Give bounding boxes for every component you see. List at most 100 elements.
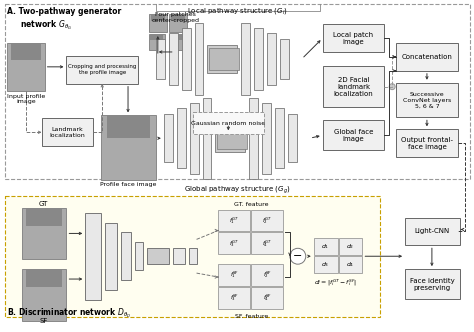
Bar <box>323 24 384 52</box>
Text: $d_2$: $d_2$ <box>346 242 355 251</box>
Bar <box>22 269 66 321</box>
Bar <box>254 28 263 90</box>
Bar <box>169 34 185 50</box>
Text: A. Two-pathway generator
     network $G_{\theta_G}$: A. Two-pathway generator network $G_{\th… <box>7 7 121 32</box>
Text: Global face
image: Global face image <box>334 129 373 142</box>
Bar <box>169 33 178 85</box>
Bar <box>396 129 458 157</box>
Text: Face identity
preserving: Face identity preserving <box>410 278 455 290</box>
Bar <box>338 238 363 255</box>
Bar <box>219 209 250 231</box>
Text: $f_1^{SF}$: $f_1^{SF}$ <box>230 270 239 281</box>
Text: −: − <box>293 251 302 261</box>
Bar <box>338 256 363 273</box>
Text: $d_3$: $d_3$ <box>321 260 330 269</box>
Text: Successive
ConvNet layers
5, 6 & 7: Successive ConvNet layers 5, 6 & 7 <box>403 92 451 108</box>
Bar <box>177 109 186 168</box>
Text: Local pathway structure $(G_l)$: Local pathway structure $(G_l)$ <box>187 6 288 16</box>
Bar <box>262 103 271 174</box>
Bar <box>208 45 237 73</box>
Bar <box>7 43 45 91</box>
Bar <box>107 116 150 138</box>
Bar <box>156 39 165 79</box>
Text: $d_4$: $d_4$ <box>346 260 355 269</box>
Bar <box>22 208 66 259</box>
Bar <box>5 196 380 317</box>
Text: Light-CNN: Light-CNN <box>415 228 450 234</box>
Bar <box>182 28 191 90</box>
Bar <box>171 14 185 21</box>
Bar <box>66 56 138 84</box>
Text: Input profile
image: Input profile image <box>7 94 45 104</box>
Bar <box>10 43 41 60</box>
Text: Global pathway structure $(G_g)$: Global pathway structure $(G_g)$ <box>184 185 291 196</box>
Bar <box>405 269 460 299</box>
Bar <box>150 34 163 40</box>
Bar <box>396 43 458 71</box>
Text: Local patch
image: Local patch image <box>333 32 374 44</box>
Bar <box>194 23 203 95</box>
Text: SF: SF <box>39 318 48 324</box>
Text: Cropping and processing
the profile image: Cropping and processing the profile imag… <box>68 64 137 75</box>
Bar <box>251 287 283 309</box>
Bar <box>215 124 245 152</box>
Bar <box>219 264 250 286</box>
Text: Four patches
center-cropped: Four patches center-cropped <box>152 12 200 23</box>
Bar <box>251 209 283 231</box>
Text: GT. feature: GT. feature <box>234 202 268 207</box>
Bar <box>314 256 337 273</box>
Bar <box>202 98 211 179</box>
Bar <box>149 14 167 32</box>
Bar <box>314 238 337 255</box>
Text: $f_3^{GT}$: $f_3^{GT}$ <box>229 238 239 249</box>
Text: $f_2^{SF}$: $f_2^{SF}$ <box>263 270 272 281</box>
Bar <box>173 248 185 264</box>
Circle shape <box>389 84 395 90</box>
Bar <box>135 242 143 270</box>
Bar <box>5 4 470 179</box>
Bar <box>218 127 247 149</box>
Text: Gaussian random noise: Gaussian random noise <box>191 121 265 126</box>
Bar <box>151 14 165 21</box>
Bar <box>147 248 169 264</box>
Text: $f_3^{SF}$: $f_3^{SF}$ <box>230 292 239 303</box>
Bar <box>105 222 117 290</box>
Bar <box>396 83 458 118</box>
Circle shape <box>290 248 306 264</box>
Bar <box>251 232 283 254</box>
Bar <box>121 232 131 280</box>
Text: $f_2^{GT}$: $f_2^{GT}$ <box>262 215 272 226</box>
Text: Profile face image: Profile face image <box>100 182 156 187</box>
Text: Output frontal-
face image: Output frontal- face image <box>401 137 453 150</box>
Text: B. Discriminator network $D_{\theta_D}$: B. Discriminator network $D_{\theta_D}$ <box>7 306 131 320</box>
Text: $f_1^{GT}$: $f_1^{GT}$ <box>229 215 239 226</box>
Bar <box>26 269 62 287</box>
Text: 2D Facial
landmark
localization: 2D Facial landmark localization <box>334 77 374 97</box>
Bar <box>164 115 173 162</box>
Bar <box>170 34 183 40</box>
Text: GT: GT <box>39 201 48 207</box>
Bar <box>26 208 62 226</box>
Bar <box>267 33 276 85</box>
Text: $f_4^{SF}$: $f_4^{SF}$ <box>263 292 272 303</box>
Bar <box>280 39 289 79</box>
Bar <box>192 113 264 134</box>
Bar <box>275 109 284 168</box>
Bar <box>288 115 297 162</box>
Bar <box>210 48 239 70</box>
Bar <box>169 14 187 32</box>
Text: $di = |f_i^{GT} - f_i^{SF}|$: $di = |f_i^{GT} - f_i^{SF}|$ <box>314 278 357 289</box>
Bar <box>241 23 250 95</box>
Bar <box>219 287 250 309</box>
Text: $f_4^{GT}$: $f_4^{GT}$ <box>262 238 272 249</box>
Bar <box>323 66 384 108</box>
Text: Landmark
localization: Landmark localization <box>50 127 85 138</box>
Bar <box>85 212 101 300</box>
Bar <box>149 34 165 50</box>
Bar <box>405 217 460 245</box>
Bar <box>323 121 384 150</box>
Bar <box>249 98 258 179</box>
Text: Concatenation: Concatenation <box>401 54 452 60</box>
Bar <box>219 232 250 254</box>
Bar <box>251 264 283 286</box>
